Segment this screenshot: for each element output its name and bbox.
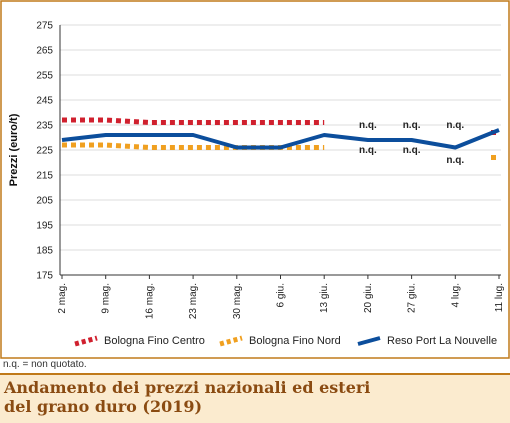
x-tick-label: 27 giu.	[407, 283, 418, 313]
price-line-chart: 175 185 195 205 215 225 235 245 255 265 275 2 mag. 9…	[0, 0, 510, 359]
x-tick-label: 2 mag.	[57, 283, 68, 314]
footnote: n.q. = non quotato.	[3, 359, 87, 370]
x-tick-label: 9 mag.	[101, 283, 112, 314]
y-axis-label: Prezzi (euro/t)	[8, 113, 20, 186]
x-tick-label: 20 giu.	[363, 283, 374, 313]
x-tick-label: 23 mag.	[188, 283, 199, 319]
y-tick-label: 235	[36, 121, 53, 132]
y-tick-label: 205	[36, 196, 53, 207]
y-tick-label: 175	[36, 271, 53, 282]
legend-label-2: Bologna Fino Nord	[249, 335, 341, 347]
series-line-3	[61, 128, 500, 150]
nq-annotation: n.q.	[359, 145, 377, 156]
legend-label-1: Bologna Fino Centro	[104, 335, 205, 347]
nq-annotation: n.q.	[403, 145, 421, 156]
y-tick-label: 275	[36, 21, 53, 32]
y-tick-label: 215	[36, 171, 53, 182]
legend-label-3: Reso Port La Nouvelle	[387, 335, 497, 347]
title-box: Andamento dei prezzi nazionali ed esteri…	[0, 373, 510, 423]
nq-annotation: n.q.	[359, 120, 377, 131]
nq-annotation: n.q.	[446, 120, 464, 131]
legend-swatch-1	[74, 335, 98, 347]
legend-swatch-3	[357, 336, 381, 346]
y-tick-label: 185	[36, 246, 53, 257]
x-tick-label: 30 mag.	[232, 283, 243, 319]
nq-annotation: n.q.	[403, 120, 421, 131]
nq-annotation: n.q.	[446, 155, 464, 166]
y-tick-label: 195	[36, 221, 53, 232]
chart-frame	[0, 0, 510, 359]
y-tick-label: 265	[36, 46, 53, 57]
x-tick-label: 16 mag.	[144, 283, 155, 319]
x-tick-label: 13 giu.	[319, 283, 330, 313]
y-tick-label: 255	[36, 71, 53, 82]
series-line-1	[62, 117, 325, 125]
legend-swatch-2	[219, 335, 243, 347]
x-tick-label: 4 lug.	[450, 283, 461, 307]
x-tick-label: 6 giu.	[276, 283, 287, 307]
y-tick-label: 225	[36, 146, 53, 157]
y-tick-label: 245	[36, 96, 53, 107]
chart-title: Andamento dei prezzi nazionali ed esteri…	[4, 378, 371, 416]
x-tick-label: 11 lug.	[494, 283, 505, 312]
